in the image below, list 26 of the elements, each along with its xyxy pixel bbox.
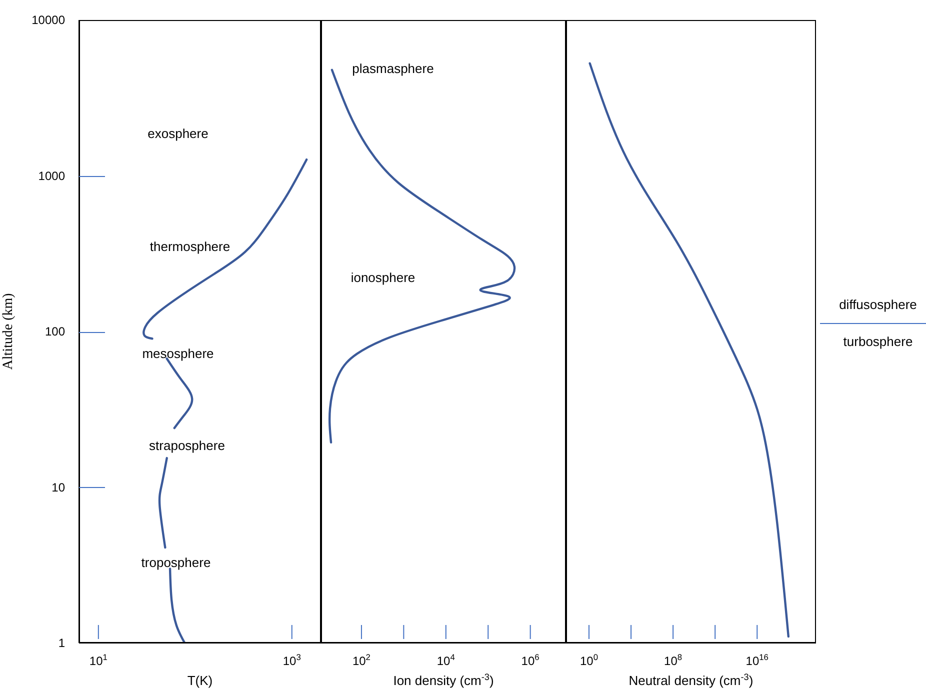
text: diffusosphere xyxy=(839,297,917,312)
annotation: ionosphere xyxy=(350,270,416,285)
x-axis-title: Ion density (cm$^{-3}$) xyxy=(393,672,494,688)
x-axis-title: T(K) xyxy=(187,673,213,688)
y-axis-title: Altitude (km) xyxy=(1,292,16,370)
x-tick-label: 10$^{0}$ xyxy=(580,652,598,668)
x-tick-label: 10$^{3}$ xyxy=(282,652,302,668)
annotation: plasmasphere xyxy=(352,61,434,76)
x-tick-label: 10$^{16}$ xyxy=(746,652,769,668)
y-tick-label: 10 xyxy=(52,480,66,494)
text: turbosphere xyxy=(843,334,913,349)
y-tick-label: 1 xyxy=(58,636,66,650)
y-tick-label: 10000 xyxy=(32,13,66,27)
annotation: troposphere xyxy=(141,555,211,570)
x-tick-label: 10$^{8}$ xyxy=(664,652,682,668)
y-tick-label: 100 xyxy=(44,324,66,338)
x-tick-label: 10$^{1}$ xyxy=(89,652,108,668)
annotation: mesosphere xyxy=(142,346,214,361)
y-tick-label: 1000 xyxy=(38,168,66,183)
annotation: thermosphere xyxy=(150,239,230,254)
x-tick-label: 10$^{6}$ xyxy=(521,652,540,668)
annotation: exosphere xyxy=(148,126,208,141)
x-tick-label: 10$^{4}$ xyxy=(436,652,456,668)
annotation: straposphere xyxy=(149,438,225,453)
x-tick-label: 10$^{2}$ xyxy=(352,652,371,668)
x-axis-title: Neutral density (cm$^{-3}$) xyxy=(628,672,754,688)
